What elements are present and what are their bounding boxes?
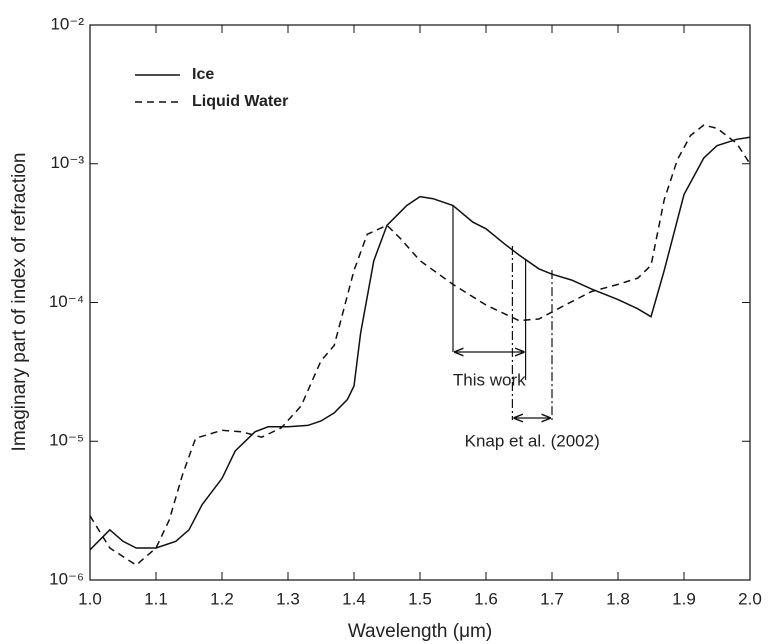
y-tick-label: 10⁻² (50, 14, 84, 33)
x-tick-label: 1.4 (342, 589, 366, 608)
x-axis-title: Wavelength (μm) (348, 621, 492, 642)
annotation-label: This work (453, 370, 526, 389)
x-tick-label: 2.0 (738, 589, 762, 608)
y-axis-title: Imaginary part of index of refraction (9, 153, 30, 452)
plot-frame (89, 24, 751, 581)
series-line (89, 124, 751, 567)
x-tick-label: 1.2 (210, 589, 234, 608)
y-tick-label: 10⁻³ (50, 153, 84, 172)
annotation-label: Knap et al. (2002) (465, 431, 600, 450)
x-tick-label: 1.8 (606, 589, 630, 608)
y-tick-label: 10⁻⁵ (49, 431, 84, 450)
x-tick-label: 1.9 (672, 589, 696, 608)
y-tick-label: 10⁻⁶ (49, 569, 84, 588)
x-tick-label: 1.0 (78, 589, 102, 608)
x-tick-label: 1.5 (408, 589, 432, 608)
legend-label: Ice (192, 66, 214, 83)
legend-label: Liquid Water (192, 93, 288, 110)
y-tick-label: 10⁻⁴ (49, 292, 84, 311)
x-tick-label: 1.3 (276, 589, 300, 608)
x-tick-label: 1.1 (144, 589, 168, 608)
x-tick-label: 1.6 (474, 589, 498, 608)
x-tick-label: 1.7 (540, 589, 564, 608)
series-line (89, 136, 751, 551)
